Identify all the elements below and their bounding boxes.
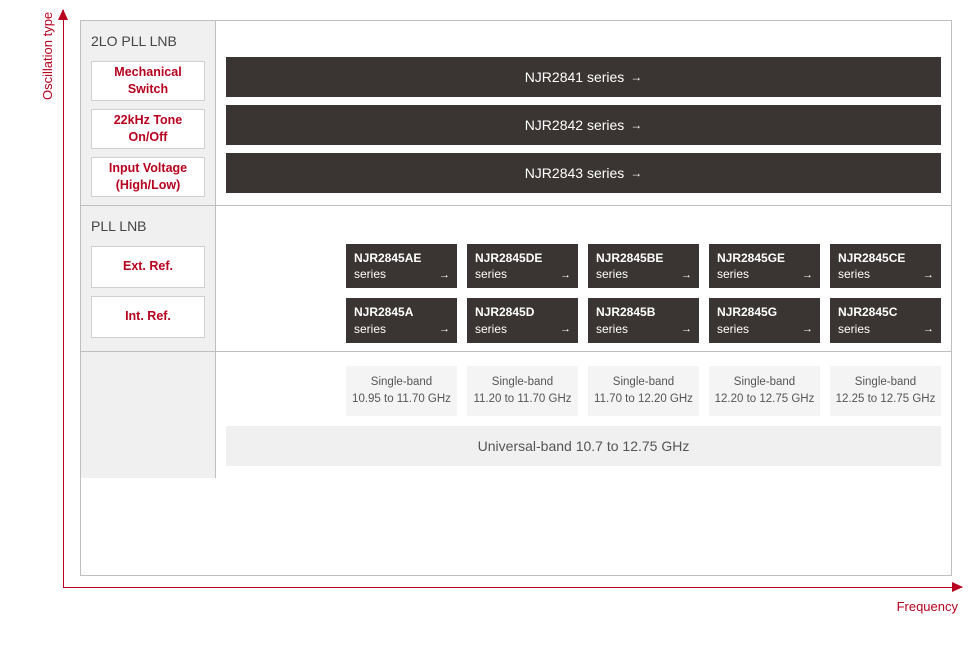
series-label: series bbox=[354, 322, 386, 336]
freq-universal: Universal-band 10.7 to 12.75 GHz bbox=[226, 426, 941, 466]
box-njr2845ae[interactable]: NJR2845AE series → bbox=[346, 244, 457, 288]
arrow-right-icon: → bbox=[439, 322, 450, 337]
section2-header: PLL LNB bbox=[91, 214, 205, 238]
freq-range: 12.25 to 12.75 GHz bbox=[836, 393, 936, 405]
box-njr2845c[interactable]: NJR2845C series → bbox=[830, 298, 941, 342]
box-title: NJR2845CE bbox=[838, 251, 905, 265]
tag-22khz-tone: 22kHz Tone On/Off bbox=[91, 109, 205, 149]
bar-label: NJR2841 series bbox=[525, 69, 625, 85]
arrow-right-icon: → bbox=[439, 268, 450, 283]
x-axis-arrow bbox=[63, 587, 962, 588]
box-title: NJR2845A bbox=[354, 305, 413, 319]
arrow-right-icon: → bbox=[560, 322, 571, 337]
arrow-right-icon: → bbox=[630, 166, 642, 180]
box-title: NJR2845G bbox=[717, 305, 777, 319]
series-label: series bbox=[838, 322, 870, 336]
section-pll-lnb: PLL LNB Ext. Ref. Int. Ref. NJR2845AE ser… bbox=[81, 206, 951, 352]
single-band-row: Single-band 10.95 to 11.70 GHz Single-ban… bbox=[226, 366, 941, 417]
series-label: series bbox=[475, 322, 507, 336]
freq-range: 11.70 to 12.20 GHz bbox=[594, 393, 693, 405]
series-label: series bbox=[475, 267, 507, 281]
arrow-right-icon: → bbox=[681, 268, 692, 283]
bar-njr2842[interactable]: NJR2842 series → bbox=[226, 105, 941, 145]
freq-single-3: Single-band 11.70 to 12.20 GHz bbox=[588, 366, 699, 417]
box-njr2845d[interactable]: NJR2845D series → bbox=[467, 298, 578, 342]
chart-area: 2LO PLL LNB Mechanical Switch 22kHz Tone… bbox=[80, 20, 952, 576]
series-label: series bbox=[596, 322, 628, 336]
bar-njr2843[interactable]: NJR2843 series → bbox=[226, 153, 941, 193]
x-axis-label: Frequency bbox=[897, 599, 958, 614]
box-njr2845de[interactable]: NJR2845DE series → bbox=[467, 244, 578, 288]
y-axis-label: Oscillation type bbox=[40, 12, 55, 100]
freq-single-5: Single-band 12.25 to 12.75 GHz bbox=[830, 366, 941, 417]
section2-side: PLL LNB Ext. Ref. Int. Ref. bbox=[81, 206, 216, 351]
arrow-right-icon: → bbox=[923, 322, 934, 337]
arrow-right-icon: → bbox=[681, 322, 692, 337]
bar-label: NJR2843 series bbox=[525, 165, 625, 181]
section3-side bbox=[81, 352, 216, 479]
arrow-right-icon: → bbox=[923, 268, 934, 283]
box-njr2845b[interactable]: NJR2845B series → bbox=[588, 298, 699, 342]
single-band-label: Single-band bbox=[492, 376, 553, 388]
series-label: series bbox=[717, 267, 749, 281]
freq-single-4: Single-band 12.20 to 12.75 GHz bbox=[709, 366, 820, 417]
arrow-right-icon: → bbox=[560, 268, 571, 283]
freq-range: 12.20 to 12.75 GHz bbox=[715, 393, 815, 405]
box-njr2845ce[interactable]: NJR2845CE series → bbox=[830, 244, 941, 288]
tag-int-ref: Int. Ref. bbox=[91, 296, 205, 338]
freq-single-2: Single-band 11.20 to 11.70 GHz bbox=[467, 366, 578, 417]
box-njr2845a[interactable]: NJR2845A series → bbox=[346, 298, 457, 342]
series-label: series bbox=[354, 267, 386, 281]
series-label: series bbox=[838, 267, 870, 281]
freq-range: 11.20 to 11.70 GHz bbox=[473, 393, 571, 405]
section1-side: 2LO PLL LNB Mechanical Switch 22kHz Tone… bbox=[81, 21, 216, 205]
freq-range: 10.95 to 11.70 GHz bbox=[352, 393, 451, 405]
y-axis-arrow bbox=[63, 10, 64, 588]
tag-input-voltage: Input Voltage (High/Low) bbox=[91, 157, 205, 197]
section3-content: Single-band 10.95 to 11.70 GHz Single-ban… bbox=[216, 352, 951, 479]
bar-njr2841[interactable]: NJR2841 series → bbox=[226, 57, 941, 97]
box-title: NJR2845BE bbox=[596, 251, 663, 265]
section1-header: 2LO PLL LNB bbox=[91, 29, 205, 53]
single-band-label: Single-band bbox=[855, 376, 916, 388]
bar-label: NJR2842 series bbox=[525, 117, 625, 133]
box-title: NJR2845AE bbox=[354, 251, 421, 265]
freq-single-1: Single-band 10.95 to 11.70 GHz bbox=[346, 366, 457, 417]
box-title: NJR2845GE bbox=[717, 251, 785, 265]
section1-content: NJR2841 series → NJR2842 series → NJR284… bbox=[216, 21, 951, 205]
box-title: NJR2845DE bbox=[475, 251, 542, 265]
arrow-right-icon: → bbox=[630, 70, 642, 84]
box-title: NJR2845B bbox=[596, 305, 655, 319]
section-frequency: Single-band 10.95 to 11.70 GHz Single-ban… bbox=[81, 352, 951, 479]
box-title: NJR2845C bbox=[838, 305, 897, 319]
ext-ref-row: NJR2845AE series → NJR2845DE series → NJR284… bbox=[226, 244, 941, 288]
section2-content: NJR2845AE series → NJR2845DE series → NJR284… bbox=[216, 206, 951, 351]
box-njr2845g[interactable]: NJR2845G series → bbox=[709, 298, 820, 342]
arrow-right-icon: → bbox=[802, 268, 813, 283]
box-njr2845be[interactable]: NJR2845BE series → bbox=[588, 244, 699, 288]
int-ref-row: NJR2845A series → NJR2845D series → NJR2845B… bbox=[226, 298, 941, 342]
box-title: NJR2845D bbox=[475, 305, 534, 319]
tag-ext-ref: Ext. Ref. bbox=[91, 246, 205, 288]
series-label: series bbox=[717, 322, 749, 336]
series-label: series bbox=[596, 267, 628, 281]
single-band-label: Single-band bbox=[371, 376, 432, 388]
arrow-right-icon: → bbox=[802, 322, 813, 337]
section-2lo-pll-lnb: 2LO PLL LNB Mechanical Switch 22kHz Tone… bbox=[81, 21, 951, 206]
tag-mechanical-switch: Mechanical Switch bbox=[91, 61, 205, 101]
arrow-right-icon: → bbox=[630, 118, 642, 132]
box-njr2845ge[interactable]: NJR2845GE series → bbox=[709, 244, 820, 288]
single-band-label: Single-band bbox=[613, 376, 674, 388]
single-band-label: Single-band bbox=[734, 376, 795, 388]
